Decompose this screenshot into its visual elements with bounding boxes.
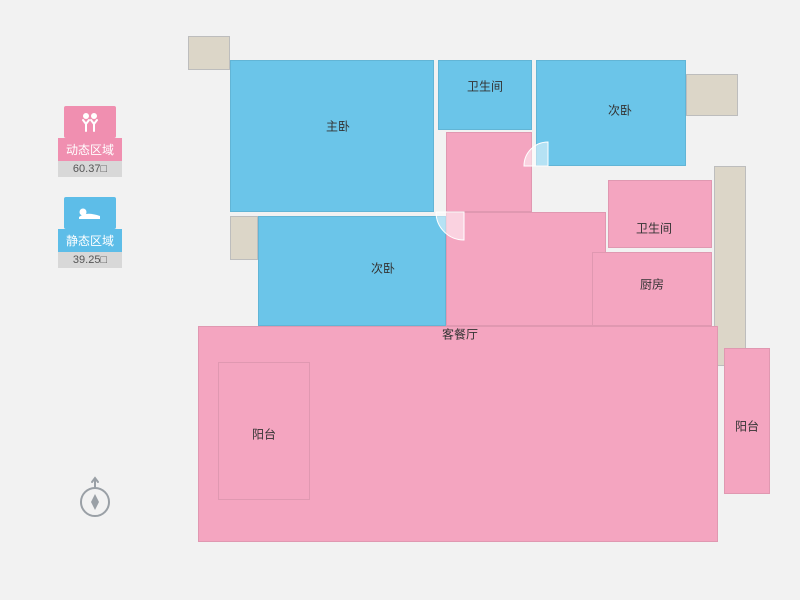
hall-upper <box>446 132 532 212</box>
bedroom-3-label: 次卧 <box>371 260 395 277</box>
legend-static-label: 静态区域 <box>58 229 122 252</box>
canvas: 动态区域 60.37□ 静态区域 39.25□ 主卧卫生间次卧次卧卫生间厨房客餐… <box>0 0 800 600</box>
legend-static-value: 39.25□ <box>58 252 122 268</box>
bathroom-1-label: 卫生间 <box>467 78 503 95</box>
floorplan: 主卧卫生间次卧次卧卫生间厨房客餐厅阳台阳台 <box>188 30 774 568</box>
living-dining-label: 客餐厅 <box>442 326 478 343</box>
bathroom-2-label: 卫生间 <box>636 220 672 237</box>
bathroom-1 <box>438 60 532 130</box>
master-bedroom <box>230 60 434 212</box>
bedroom-3 <box>258 216 446 326</box>
legend-dynamic-label: 动态区域 <box>58 138 122 161</box>
legend: 动态区域 60.37□ 静态区域 39.25□ <box>58 106 122 288</box>
legend-dynamic: 动态区域 60.37□ <box>58 106 122 177</box>
wall-segment <box>686 74 738 116</box>
kitchen-label: 厨房 <box>640 276 664 293</box>
sleep-icon <box>64 197 116 229</box>
wall-segment <box>230 216 258 260</box>
compass-icon <box>76 476 116 516</box>
legend-static: 静态区域 39.25□ <box>58 197 122 268</box>
hall-mid <box>446 212 606 326</box>
master-bedroom-label: 主卧 <box>326 118 350 135</box>
wall-segment <box>714 166 746 366</box>
bathroom-2 <box>608 180 712 248</box>
bedroom-2-label: 次卧 <box>608 102 632 119</box>
balcony-right-label: 阳台 <box>735 418 759 435</box>
legend-dynamic-value: 60.37□ <box>58 161 122 177</box>
people-icon <box>64 106 116 138</box>
balcony-left-label: 阳台 <box>252 426 276 443</box>
wall-segment <box>188 36 230 70</box>
